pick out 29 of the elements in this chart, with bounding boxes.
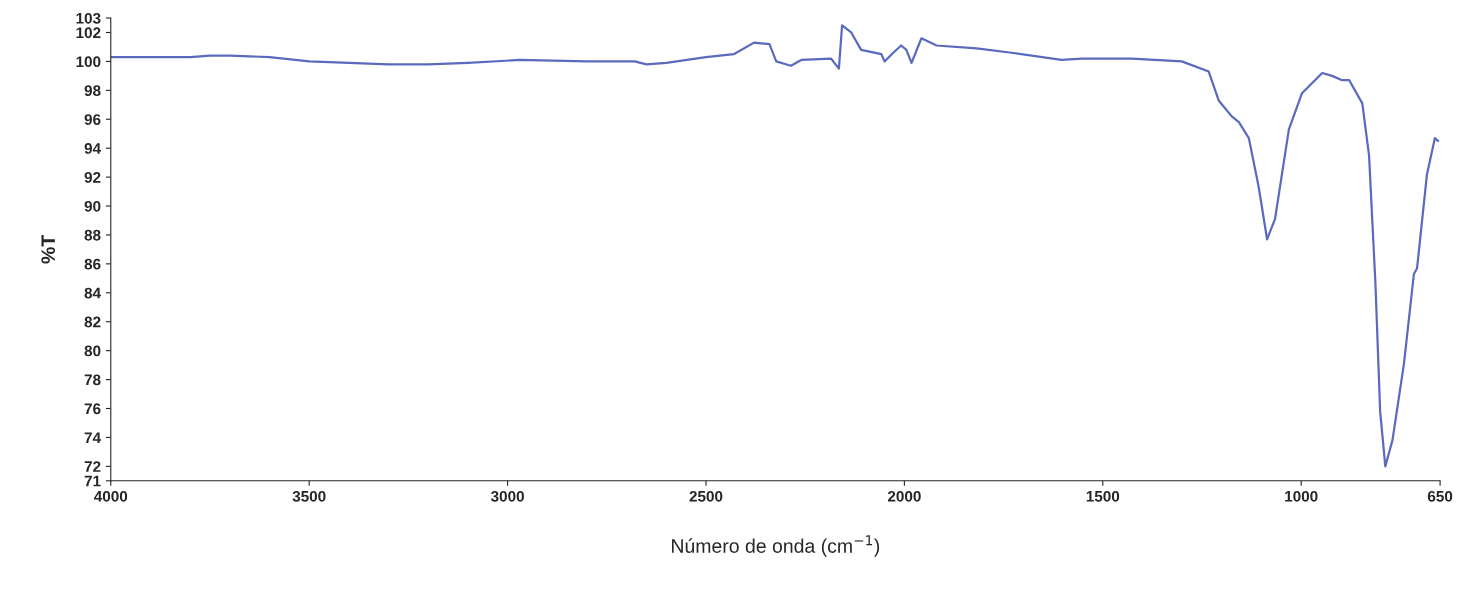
y-tick-label: 103 (76, 12, 101, 24)
x-tick-label: 650 (1427, 490, 1453, 502)
x-tick-label: 3000 (490, 490, 524, 502)
x-tick-label: 4000 (94, 490, 128, 502)
x-tick-label: 3500 (292, 490, 326, 502)
y-tick-label: 102 (76, 27, 101, 39)
x-axis-title: Número de onda (cm$^{−1}$) (672, 535, 880, 557)
y-tick-label: 82 (84, 316, 101, 328)
y-tick-label: 76 (84, 403, 101, 415)
y-tick-label: 92 (84, 171, 101, 183)
y-tick-label: 100 (76, 56, 101, 68)
y-tick-label: 94 (84, 143, 101, 154)
y-tick-label: 90 (84, 200, 101, 212)
line-series (110, 24, 1440, 468)
y-tick-label: 86 (84, 258, 101, 270)
x-tick-label: 1000 (1285, 490, 1318, 502)
y-tick-label: 78 (84, 374, 101, 386)
y-tick-label: 84 (84, 287, 101, 299)
x-tick-label: 1500 (1086, 490, 1120, 502)
x-tick-label: 2500 (689, 490, 723, 502)
y-axis-title: %T (41, 235, 56, 264)
y-tick-label: 72 (84, 461, 101, 472)
x-tick-label: 2000 (887, 490, 921, 502)
y-tick-label: 80 (84, 345, 101, 357)
y-tick-label: 98 (84, 85, 101, 97)
y-tick-label: 74 (84, 432, 101, 443)
y-tick-label: 96 (84, 114, 101, 125)
y-tick-label: 71 (84, 475, 101, 487)
y-tick-label: 88 (84, 229, 101, 241)
